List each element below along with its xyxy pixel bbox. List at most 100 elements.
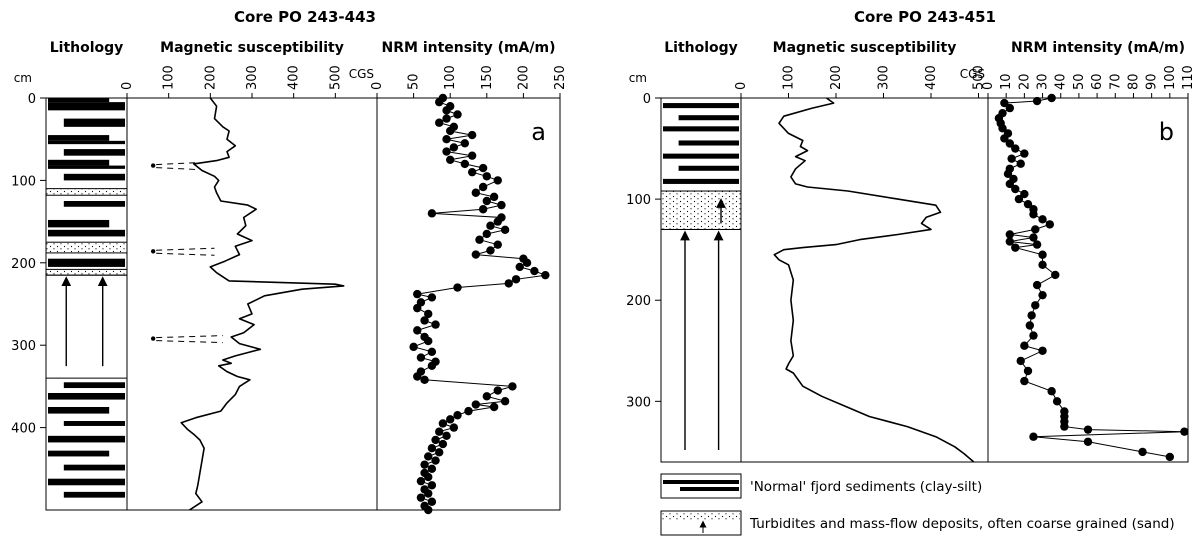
nrm-data-point: [413, 289, 422, 299]
magnetic-tick-label: 100: [782, 65, 797, 90]
nrm-data-point: [442, 106, 451, 115]
nrm-data-point: [467, 130, 477, 140]
nrm-data-point: [427, 481, 437, 490]
nrm-data-point: [1029, 233, 1038, 242]
nrm-data-point: [482, 172, 491, 181]
nrm-data-point: [1023, 199, 1033, 209]
nrm-data-point: [1005, 237, 1015, 246]
nrm-data-point: [453, 411, 462, 420]
nrm-data-point: [1000, 98, 1009, 108]
nrm-data-point: [493, 176, 502, 185]
normal-sediment-band: [48, 450, 110, 457]
nrm-data-point: [464, 406, 473, 416]
nrm-data-point: [460, 159, 470, 169]
nrm-data-point: [1016, 356, 1025, 366]
nrm-data-point: [1011, 144, 1020, 153]
nrm-data-point: [1005, 103, 1015, 113]
normal-sediment-band: [48, 159, 110, 166]
nrm-data-point: [424, 505, 433, 515]
nrm-data-point: [1032, 280, 1042, 290]
normal-sediment-band: [63, 382, 125, 389]
normal-sediment-band: [63, 491, 125, 498]
nrm-data-point: [1052, 397, 1062, 406]
magnetic-tick-label: 0: [734, 82, 749, 90]
nrm-tick-label: 50: [407, 73, 422, 90]
nrm-data-point: [424, 452, 433, 461]
nrm-data-point: [442, 147, 451, 156]
nrm-tick-label: 90: [1145, 73, 1160, 90]
magnetic-column-title: Magnetic susceptibility: [160, 40, 344, 56]
legend-normal-band: [663, 480, 739, 484]
correlation-dash: [156, 247, 215, 251]
normal-sediment-band: [48, 478, 125, 486]
nrm-tick-label: 50: [1072, 73, 1087, 90]
nrm-data-point: [467, 167, 477, 177]
correlation-point: [150, 249, 156, 254]
normal-sediment-band: [48, 102, 125, 111]
nrm-data-point: [489, 192, 499, 202]
nrm-data-point: [1029, 210, 1038, 219]
nrm-data-point: [1047, 387, 1056, 396]
plot-frame: [660, 97, 1189, 463]
nrm-data-point: [493, 217, 502, 226]
nrm-tick-label: 20: [1017, 73, 1032, 90]
nrm-data-point: [1051, 270, 1060, 280]
normal-sediment-band: [48, 98, 110, 103]
nrm-data-point: [1005, 179, 1015, 189]
nrm-data-point: [486, 221, 495, 230]
normal-sediment-band: [48, 258, 125, 267]
nrm-data-point: [504, 279, 513, 288]
nrm-data-point: [1025, 321, 1035, 330]
nrm-data-point: [1032, 240, 1042, 249]
nrm-data-point: [431, 320, 440, 329]
nrm-data-point: [446, 415, 455, 424]
magnetic-tick-label: 400: [287, 65, 302, 90]
depth-tick-label: 0: [643, 92, 651, 107]
nrm-tick-label: 40: [1054, 73, 1069, 90]
chart-title: Core PO 243-451: [854, 8, 996, 26]
nrm-data-point: [1038, 250, 1047, 259]
nrm-data-point: [460, 139, 470, 148]
nrm-data-point: [1011, 184, 1020, 194]
normal-sediment-band: [48, 435, 125, 443]
nrm-data-point: [446, 126, 455, 136]
nrm-data-point: [482, 392, 491, 401]
nrm-data-point: [427, 347, 437, 356]
depth-unit-label: cm: [14, 71, 32, 85]
nrm-data-point: [1165, 452, 1175, 462]
normal-sediment-band: [48, 229, 125, 237]
nrm-data-point: [416, 353, 426, 362]
normal-sediment-band: [663, 103, 739, 109]
depth-tick-label: 100: [11, 174, 36, 189]
nrm-data-point: [449, 143, 459, 152]
nrm-data-point: [1020, 149, 1029, 158]
normal-sediment-band: [48, 392, 125, 400]
nrm-data-point: [427, 444, 437, 453]
nrm-data-point: [515, 262, 524, 272]
nrm-data-point: [1023, 366, 1033, 376]
nrm-tick-label: 30: [1036, 73, 1051, 90]
depth-tick-label: 0: [28, 92, 36, 107]
nrm-data-point: [471, 250, 481, 259]
nrm-data-point: [482, 229, 491, 239]
nrm-column-title: NRM intensity (mA/m): [382, 40, 556, 56]
correlation-dash: [156, 340, 223, 344]
nrm-data-point: [442, 431, 451, 441]
nrm-data-point: [482, 196, 491, 206]
magnetic-susceptibility-line: [180, 97, 345, 511]
nrm-data-point: [1038, 260, 1047, 270]
nrm-data-point: [1038, 290, 1047, 300]
nrm-data-point: [478, 163, 488, 173]
magnetic-tick-label: 200: [829, 65, 844, 90]
sand-layer: [45, 188, 128, 196]
nrm-data-point: [500, 225, 510, 235]
nrm-data-point: [478, 205, 488, 214]
normal-sediment-band: [678, 165, 739, 171]
nrm-data-point: [1007, 154, 1016, 163]
plot-frame: [45, 97, 561, 511]
nrm-tick-label: 100: [443, 65, 458, 90]
nrm-data-point: [530, 266, 539, 276]
nrm-data-point: [435, 448, 444, 457]
